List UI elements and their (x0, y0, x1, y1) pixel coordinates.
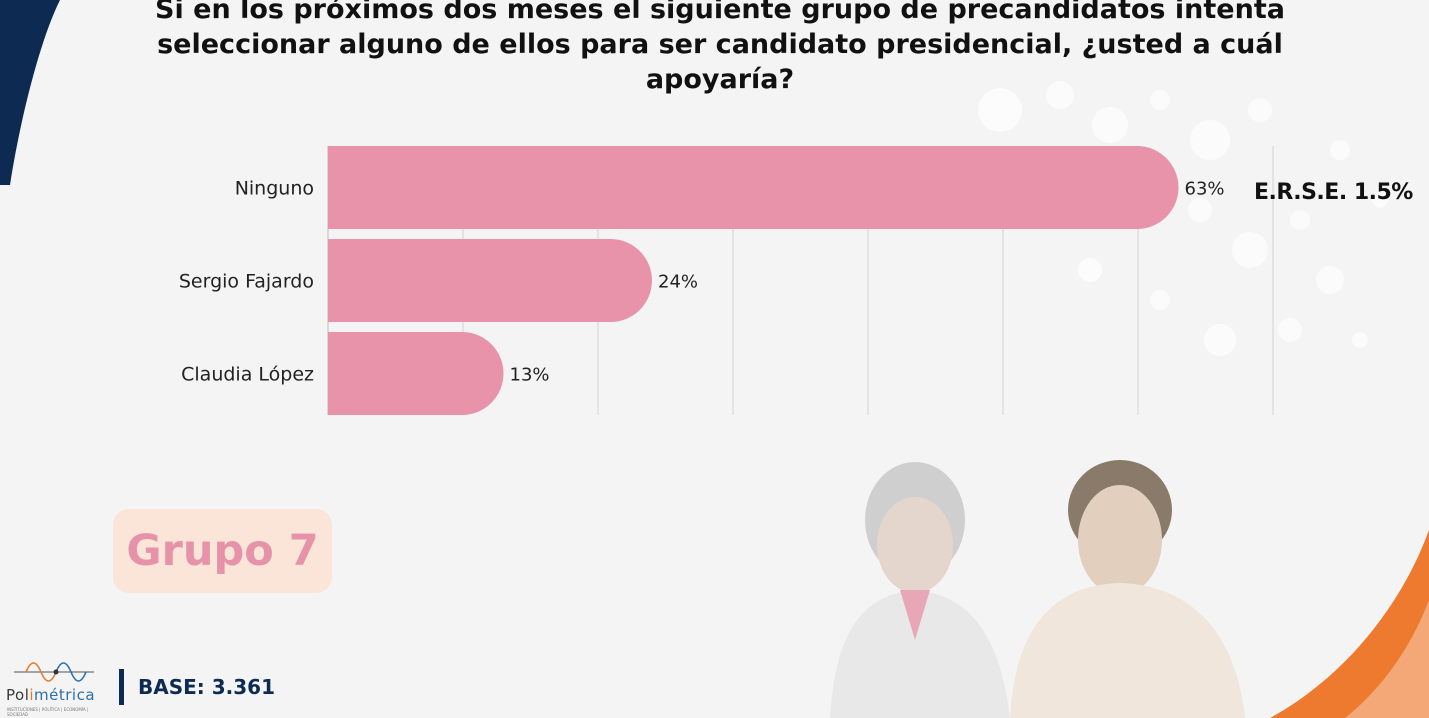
logo-tagline: INSTITUCIONES | POLÍTICA | ECONOMÍA | SO… (7, 707, 89, 717)
group-badge: Grupo 7 (113, 509, 332, 593)
category-label: Ninguno (235, 178, 314, 200)
logo-text: Polimétrica (6, 686, 96, 704)
category-label: Claudia López (181, 364, 314, 386)
base-label: BASE: 3.361 (138, 675, 276, 699)
bar (328, 239, 652, 322)
bar (328, 332, 504, 415)
category-label: Sergio Fajardo (179, 271, 314, 293)
polimetrica-logo-icon (14, 662, 94, 682)
value-label: 24% (658, 272, 698, 293)
base-divider (119, 669, 124, 705)
chart-title: Si en los próximos dos meses el siguient… (155, 0, 1285, 95)
bar (328, 146, 1179, 229)
erse-label: E.R.S.E. 1.5% (1254, 180, 1413, 205)
candidates-photo (830, 460, 1245, 718)
value-label: 63% (1185, 179, 1225, 200)
value-label: 13% (510, 365, 550, 386)
